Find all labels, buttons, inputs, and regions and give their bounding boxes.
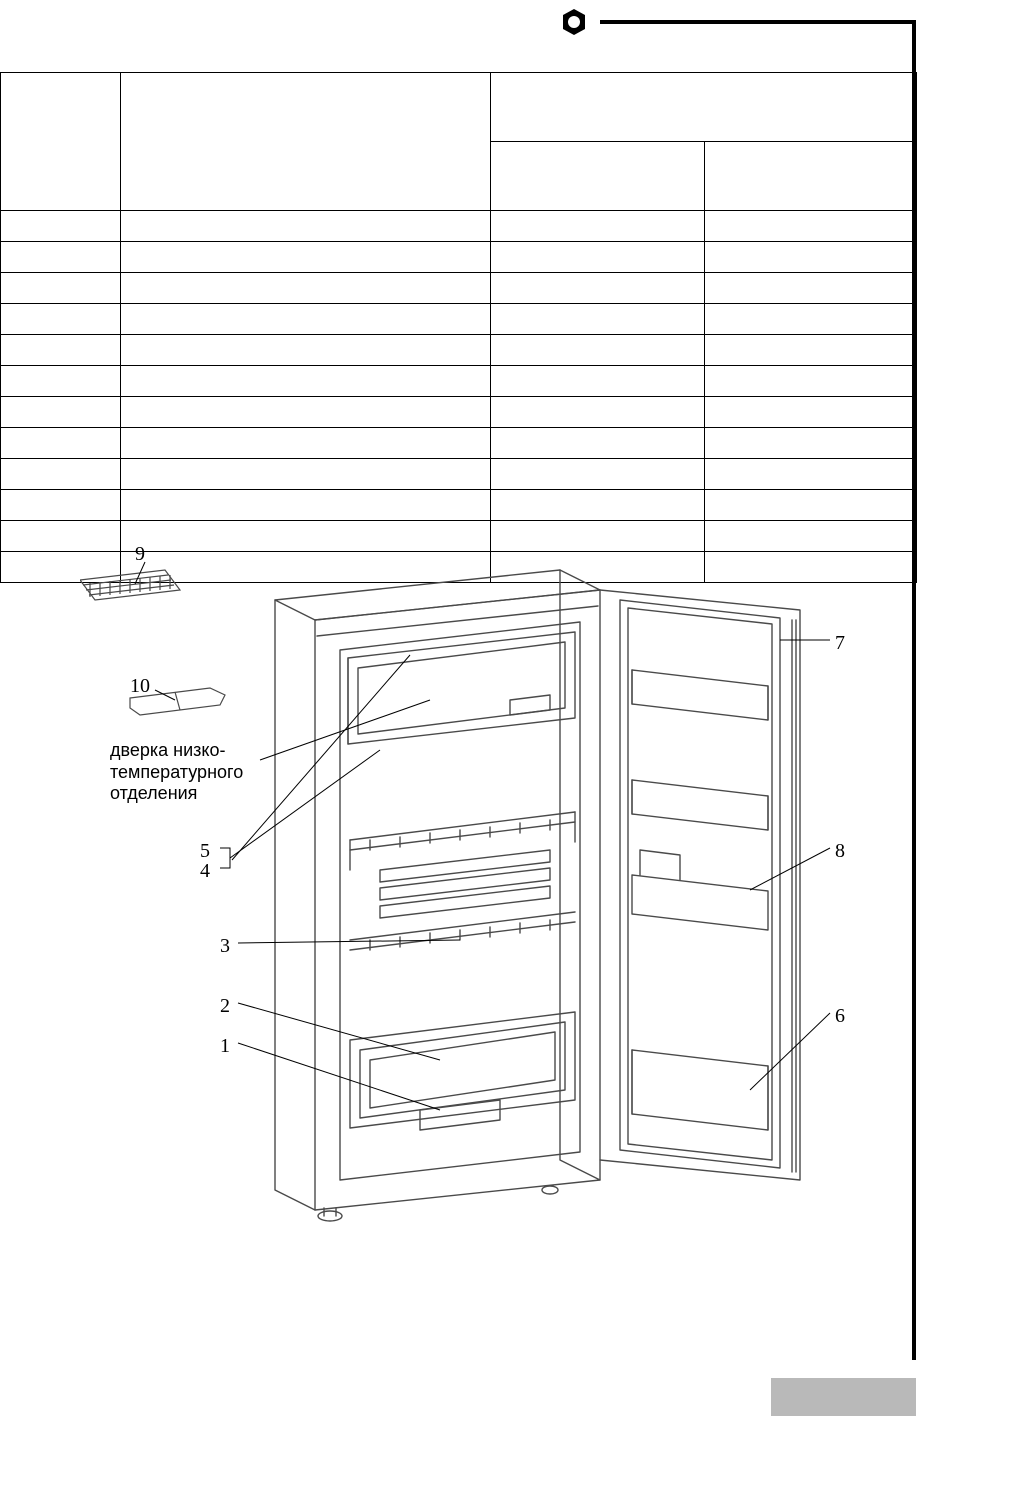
callout-1: 1	[220, 1035, 230, 1058]
header-c	[491, 142, 705, 211]
table-row	[1, 490, 917, 521]
table-row	[1, 459, 917, 490]
callout-10: 10	[130, 675, 150, 698]
table-row	[1, 335, 917, 366]
freezer-door-label: дверка низко- температурного отделения	[110, 740, 243, 805]
table-row	[1, 366, 917, 397]
border-segment-top	[600, 20, 916, 24]
table-row	[1, 211, 917, 242]
page: 9 10 5 4 3 2 1 7 8 6 дверка низко- темпе…	[0, 0, 1017, 1501]
refrigerator-diagram: 9 10 5 4 3 2 1 7 8 6 дверка низко- темпе…	[80, 540, 916, 1240]
callout-8: 8	[835, 840, 845, 863]
nut-icon	[556, 4, 592, 40]
table-row	[1, 397, 917, 428]
spec-table	[0, 72, 917, 583]
header-d	[705, 142, 917, 211]
page-number-box	[771, 1378, 916, 1416]
callout-4: 4	[200, 860, 210, 883]
table-row	[1, 242, 917, 273]
callout-7: 7	[835, 632, 845, 655]
callout-9: 9	[135, 543, 145, 566]
header-cd	[491, 73, 917, 142]
callout-2: 2	[220, 995, 230, 1018]
table-row	[1, 428, 917, 459]
table-row	[1, 304, 917, 335]
header-a	[1, 73, 121, 211]
callout-3: 3	[220, 935, 230, 958]
table-row	[1, 273, 917, 304]
header-b	[121, 73, 491, 211]
callout-6: 6	[835, 1005, 845, 1028]
table-header-row-1	[1, 73, 917, 142]
